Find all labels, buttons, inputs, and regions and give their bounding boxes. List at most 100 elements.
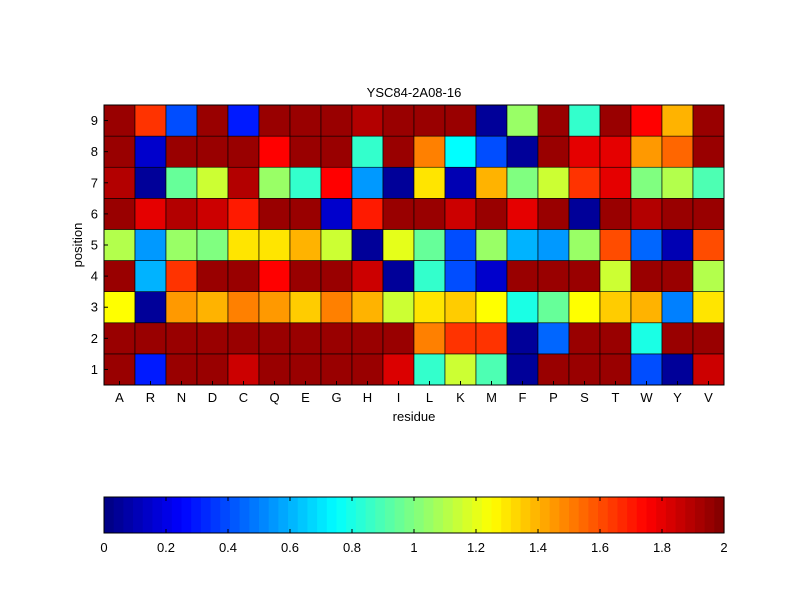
heatmap-cell-V-8 [692,135,725,168]
heatmap-cell-T-6 [599,198,632,230]
colorbar-ticks: 0 0.2 0.4 0.6 0.8 1 1.2 1.4 1.6 1.8 2 [100,497,728,555]
heatmap-cell-Y-4 [661,260,694,292]
x-tick-label-R: R [146,390,155,405]
x-tick-label-T: T [612,390,620,405]
colorbar-segment [123,497,134,533]
heatmap-cell-Y-8 [661,135,694,168]
heatmap-cell-V-6 [692,198,725,230]
heatmap-cell-N-3 [165,291,198,324]
heatmap-cell-K-2 [444,322,477,355]
colorbar-segment [355,497,367,533]
heatmap-cell-G-8 [320,135,353,168]
heatmap-cell-E-6 [289,198,322,230]
heatmap-cell-N-4 [165,260,198,292]
colorbar-segment [549,497,560,533]
colorbar-segment [181,497,192,533]
heatmap-cell-R-1 [134,353,167,386]
heatmap-cell-G-6 [320,198,353,230]
heatmap-cell-V-9 [692,104,725,137]
x-tick-label-N: N [177,390,186,405]
heatmap-cell-S-2 [568,322,601,355]
heatmap-cell-H-5 [351,229,384,261]
colorbar-segment [617,497,628,533]
colorbar-segment [520,497,531,533]
colorbar-tick-label: 1.4 [529,540,547,555]
heatmap-cell-P-3 [537,291,570,324]
heatmap-cell-N-7 [165,166,198,199]
heatmap-cell-H-2 [351,322,384,355]
colorbar-segment [578,497,589,533]
heatmap-cell-Y-9 [661,104,694,137]
heatmap-cell-Q-3 [258,291,291,324]
heatmap-cell-K-7 [444,166,477,199]
heatmap-cell-P-4 [537,260,570,292]
colorbar-segment [404,497,415,533]
heatmap-cell-Q-8 [258,135,291,168]
heatmap-cell-F-4 [506,260,539,292]
heatmap-cell-M-4 [475,260,508,292]
colorbar-tick-label: 1.2 [467,540,485,555]
heatmap-cell-S-7 [568,166,601,199]
y-axis-ticks: 1 2 3 4 5 6 7 8 9 [91,113,108,377]
colorbar-segment [598,497,609,533]
colorbar-segment [171,497,183,533]
heatmap-cell-T-3 [599,291,632,324]
heatmap-cell-W-7 [630,166,663,199]
x-tick-label-D: D [208,390,217,405]
heatmap-cell-A-8 [103,135,136,168]
heatmap-cell-P-8 [537,135,570,168]
colorbar-segment [569,497,580,533]
heatmap-cell-R-4 [134,260,167,292]
heatmap-cell-W-4 [630,260,663,292]
heatmap-cell-L-5 [413,229,446,261]
heatmap-cell-I-7 [382,166,415,199]
colorbar-segment [239,497,250,533]
heatmap-cell-N-1 [165,353,198,386]
heatmap-cells [103,104,725,386]
colorbar-segment [133,497,144,533]
colorbar-segment [394,497,405,533]
y-tick-label-9: 9 [91,113,98,128]
colorbar-segment [510,497,522,533]
x-tick-label-C: C [239,390,248,405]
colorbar-tick-label: 0.8 [343,540,361,555]
colorbar-tick-label: 1.8 [653,540,671,555]
x-tick-label-Y: Y [673,390,682,405]
heatmap-cell-I-6 [382,198,415,230]
colorbar-segment [268,497,279,533]
colorbar-segment [627,497,638,533]
heatmap-cell-L-7 [413,166,446,199]
heatmap-cell-I-9 [382,104,415,137]
colorbar-segment [104,497,115,533]
colorbar-segment [220,497,231,533]
colorbar-tick-label: 2 [720,540,727,555]
colorbar-segment [501,497,512,533]
colorbar-segment [433,497,444,533]
heatmap-cell-S-3 [568,291,601,324]
colorbar-segment [675,497,686,533]
heatmap-cell-G-2 [320,322,353,355]
heatmap-cell-C-8 [227,135,260,168]
heatmap-cell-F-1 [506,353,539,386]
y-axis-label: position [70,223,85,268]
heatmap-cell-M-5 [475,229,508,261]
heatmap-cell-T-8 [599,135,632,168]
heatmap-cell-K-8 [444,135,477,168]
colorbar [104,497,725,533]
heatmap-cell-C-6 [227,198,260,230]
heatmap-cell-L-6 [413,198,446,230]
heatmap-cell-T-2 [599,322,632,355]
heatmap-cell-E-9 [289,104,322,137]
heatmap-cell-E-8 [289,135,322,168]
heatmap-cell-Q-2 [258,322,291,355]
heatmap-cell-L-3 [413,291,446,324]
heatmap-cell-W-1 [630,353,663,386]
heatmap-cell-I-8 [382,135,415,168]
colorbar-segment [636,497,648,533]
heatmap-cell-D-1 [196,353,229,386]
colorbar-tick-label: 0.2 [157,540,175,555]
heatmap-cell-M-1 [475,353,508,386]
heatmap-cell-V-3 [692,291,725,324]
